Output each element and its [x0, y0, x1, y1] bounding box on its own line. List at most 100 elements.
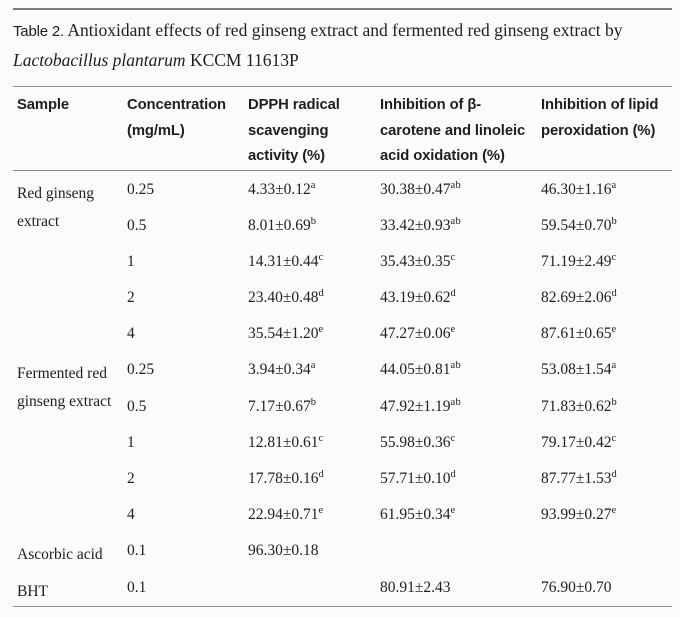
cell-concentration: 0.5: [127, 397, 147, 415]
table-row: 4 35.54±1.20e 47.27±0.06e 87.61±0.65e: [13, 315, 672, 351]
significance-superscript: b: [611, 396, 618, 408]
significance-superscript: c: [611, 251, 617, 263]
column-header-sample: Sample: [13, 86, 127, 171]
significance-superscript: a: [611, 360, 617, 372]
caption-text: Antioxidant effects of red ginseng extra…: [67, 20, 623, 40]
significance-superscript: b: [310, 215, 317, 227]
cell-beta-carotene: 47.92±1.19ab: [380, 396, 462, 415]
significance-superscript: e: [318, 505, 324, 517]
cell-dpph: 4.33±0.12a: [248, 179, 316, 198]
significance-superscript: d: [611, 287, 618, 299]
cell-beta-carotene: 30.38±0.47ab: [380, 179, 462, 198]
cell-lipid-peroxidation: 59.54±0.70b: [541, 215, 618, 234]
cell-dpph: 96.30±0.18: [248, 542, 319, 560]
top-rule-divider: [13, 8, 672, 10]
significance-superscript: e: [450, 505, 456, 517]
cell-dpph: 17.78±0.16d: [248, 468, 325, 487]
cell-lipid-peroxidation: 53.08±1.54a: [541, 360, 617, 379]
significance-superscript: d: [611, 468, 618, 480]
cell-dpph: 12.81±0.61c: [248, 432, 324, 451]
cell-concentration: 4: [127, 325, 135, 343]
cell-concentration: 0.25: [127, 361, 155, 379]
cell-dpph: 23.40±0.48d: [248, 287, 325, 307]
cell-concentration: 0.1: [127, 542, 147, 560]
caption-strain-code: KCCM 11613P: [189, 50, 299, 70]
cell-beta-carotene: 35.43±0.35c: [380, 251, 456, 270]
significance-superscript: e: [611, 505, 617, 517]
cell-lipid-peroxidation: 71.83±0.62b: [541, 396, 618, 415]
cell-dpph: [248, 569, 380, 607]
cell-lipid-peroxidation: 46.30±1.16a: [541, 179, 617, 198]
column-header-lipid-peroxidation: Inhibition of lipid peroxidation (%): [541, 86, 672, 171]
table-row: 1 14.31±0.44c 35.43±0.35c 71.19±2.49c: [13, 243, 672, 279]
significance-superscript: ab: [450, 179, 462, 191]
cell-dpph: 22.94±0.71e: [248, 505, 324, 524]
table-row: 4 22.94±0.71e 61.95±0.34e 93.99±0.27e: [13, 496, 672, 532]
table-row: BHT 0.1 80.91±2.43 76.90±0.70: [13, 569, 672, 607]
cell-beta-carotene: 61.95±0.34e: [380, 505, 456, 524]
cell-beta-carotene: 43.19±0.62d: [380, 287, 457, 307]
table-number-label: Table 2.: [13, 23, 64, 40]
significance-superscript: e: [611, 324, 617, 336]
cell-lipid-peroxidation: [541, 532, 672, 569]
cell-lipid-peroxidation: 82.69±2.06d: [541, 287, 618, 307]
table-block: Table 2. Antioxidant effects of red gins…: [13, 8, 672, 608]
cell-sample-red-ginseng-extract: Red ginseng extract: [17, 185, 95, 230]
cell-beta-carotene: [380, 532, 541, 569]
cell-lipid-peroxidation: 87.61±0.65e: [541, 324, 617, 343]
significance-superscript: b: [310, 396, 317, 408]
column-header-beta-carotene: Inhibition of β- carotene and linoleic a…: [380, 86, 541, 171]
significance-superscript: c: [450, 251, 456, 263]
significance-superscript: a: [310, 360, 316, 372]
cell-beta-carotene: 33.42±0.93ab: [380, 215, 462, 234]
significance-superscript: b: [611, 215, 618, 227]
cell-concentration: 1: [127, 252, 135, 270]
significance-superscript: e: [450, 324, 456, 336]
cell-sample-ascorbic-acid: Ascorbic acid: [17, 546, 103, 564]
table-row: 0.5 7.17±0.67b 47.92±1.19ab 71.83±0.62b: [13, 388, 672, 424]
significance-superscript: e: [318, 324, 324, 336]
cell-beta-carotene: 57.71±0.10d: [380, 468, 457, 487]
significance-superscript: c: [318, 251, 324, 263]
cell-lipid-peroxidation: 87.77±1.53d: [541, 468, 618, 487]
table-row: Ascorbic acid 0.1 96.30±0.18: [13, 532, 672, 569]
table-row: 2 17.78±0.16d 57.71±0.10d 87.77±1.53d: [13, 460, 672, 496]
cell-dpph: 35.54±1.20e: [248, 324, 324, 343]
cell-lipid-peroxidation: 79.17±0.42c: [541, 432, 617, 451]
antioxidant-effects-table: Sample Concentration (mg/mL) DPPH radica…: [13, 86, 672, 608]
significance-superscript: d: [450, 287, 457, 299]
significance-superscript: d: [318, 468, 325, 480]
column-header-concentration: Concentration (mg/mL): [127, 86, 248, 171]
table-row: 2 23.40±0.48d 43.19±0.62d 82.69±2.06d: [13, 279, 672, 315]
cell-beta-carotene: 47.27±0.06e: [380, 324, 456, 343]
cell-sample-bht: BHT: [17, 583, 48, 601]
caption-species-name: Lactobacillus plantarum: [13, 50, 186, 70]
table-header-row: Sample Concentration (mg/mL) DPPH radica…: [13, 86, 672, 171]
cell-concentration: 2: [127, 470, 135, 487]
cell-concentration: 0.25: [127, 181, 155, 198]
cell-beta-carotene: 44.05±0.81ab: [380, 360, 462, 379]
significance-superscript: d: [318, 287, 325, 299]
cell-beta-carotene: 55.98±0.36c: [380, 432, 456, 451]
table-row: Red ginseng extract 0.25 4.33±0.12a 30.3…: [13, 171, 672, 230]
cell-concentration: 0.1: [127, 579, 147, 597]
table-row: Fermented red ginseng extract 0.25 3.94±…: [13, 351, 672, 411]
column-header-dpph: DPPH radical scavenging activity (%): [248, 86, 380, 171]
cell-beta-carotene: 80.91±2.43: [380, 579, 451, 597]
table-row: 1 12.81±0.61c 55.98±0.36c 79.17±0.42c: [13, 424, 672, 460]
cell-lipid-peroxidation: 76.90±0.70: [541, 579, 612, 597]
cell-lipid-peroxidation: 71.19±2.49c: [541, 251, 617, 270]
significance-superscript: c: [318, 432, 324, 444]
table-caption: Table 2. Antioxidant effects of red gins…: [13, 16, 672, 74]
significance-superscript: a: [310, 179, 316, 191]
cell-concentration: 0.5: [127, 216, 147, 234]
significance-superscript: a: [611, 179, 617, 191]
cell-concentration: 2: [127, 289, 135, 307]
significance-superscript: d: [450, 468, 457, 480]
table-row: 0.5 8.01±0.69b 33.42±0.93ab 59.54±0.70b: [13, 207, 672, 243]
cell-dpph: 3.94±0.34a: [248, 360, 316, 379]
significance-superscript: ab: [450, 360, 462, 372]
cell-dpph: 7.17±0.67b: [248, 396, 317, 415]
significance-superscript: ab: [450, 396, 462, 408]
